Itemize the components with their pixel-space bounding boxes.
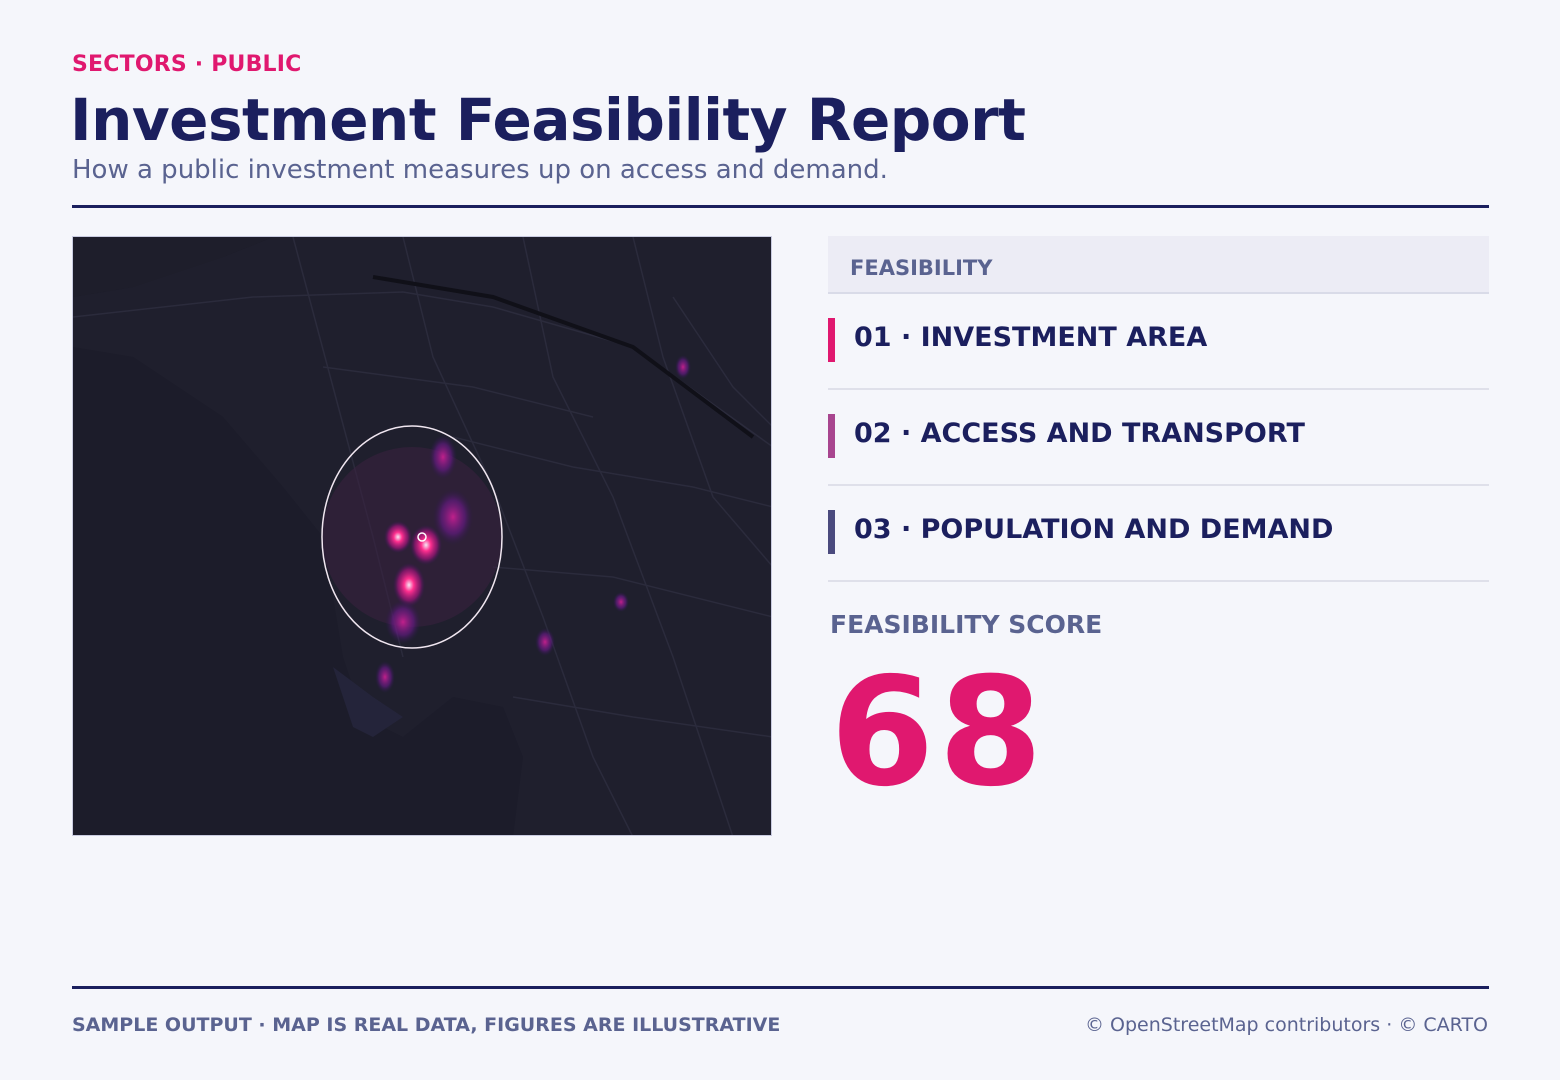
footer-credits: © OpenStreetMap contributors · © CARTO bbox=[1085, 1014, 1488, 1036]
feasibility-panel: FEASIBILITY 01 · INVESTMENT AREA 02 · AC… bbox=[828, 236, 1489, 816]
section-label: 01 · INVESTMENT AREA bbox=[854, 322, 1208, 353]
map bbox=[72, 236, 772, 836]
subtitle: How a public investment measures up on a… bbox=[72, 155, 888, 185]
title: Investment Feasibility Report bbox=[70, 86, 1026, 154]
panel-heading: FEASIBILITY bbox=[828, 236, 1489, 294]
accent-bar bbox=[828, 318, 835, 362]
section-label: 03 · POPULATION AND DEMAND bbox=[854, 514, 1334, 545]
section-item: 01 · INVESTMENT AREA bbox=[828, 294, 1489, 390]
score-label: FEASIBILITY SCORE bbox=[830, 610, 1103, 639]
map-graphic bbox=[73, 237, 771, 835]
footer-note: SAMPLE OUTPUT · MAP IS REAL DATA, FIGURE… bbox=[72, 1014, 781, 1036]
accent-bar bbox=[828, 510, 835, 554]
section-item: 03 · POPULATION AND DEMAND bbox=[828, 486, 1489, 582]
score: 68 bbox=[830, 646, 1047, 820]
accent-bar bbox=[828, 414, 835, 458]
section-item: 02 · ACCESS AND TRANSPORT bbox=[828, 390, 1489, 486]
divider bbox=[72, 986, 1489, 989]
section-label: 02 · ACCESS AND TRANSPORT bbox=[854, 418, 1305, 449]
divider bbox=[72, 205, 1489, 208]
eyebrow: SECTORS · PUBLIC bbox=[72, 52, 302, 77]
